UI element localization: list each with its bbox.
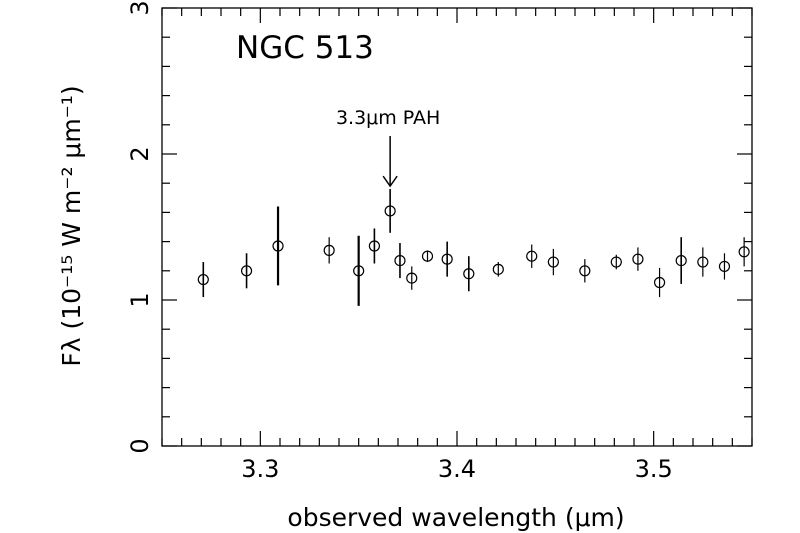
data-point — [353, 265, 365, 277]
annotation-arrow-head — [382, 175, 398, 188]
data-point — [463, 268, 475, 280]
data-point — [492, 263, 504, 275]
chart-title: NGC 513 — [236, 30, 374, 66]
data-point — [240, 265, 253, 277]
data-point — [675, 254, 687, 267]
data-point — [718, 260, 731, 273]
data-point — [738, 246, 750, 258]
tick-labels: 3.3 3.4 3.5 0 1 2 3 — [126, 0, 673, 483]
x-tick-label: 3.4 — [438, 455, 476, 483]
axis-ticks — [161, 7, 753, 447]
data-points — [197, 189, 750, 306]
x-tick-label: 3.5 — [635, 455, 673, 483]
plot-frame — [161, 7, 753, 447]
data-point — [653, 276, 666, 289]
y-tick-label: 3 — [126, 0, 154, 15]
data-point — [421, 250, 434, 262]
data-point — [579, 265, 591, 277]
y-tick-label: 0 — [126, 438, 154, 453]
x-axis-label: observed wavelength (μm) — [287, 503, 624, 532]
y-tick-label: 2 — [126, 146, 154, 161]
y-axis-label: Fλ (10⁻¹⁵ W m⁻² μm⁻¹) — [57, 85, 86, 366]
data-point — [697, 256, 709, 268]
data-point — [441, 253, 453, 265]
annotation-label: 3.3μm PAH — [336, 107, 440, 129]
data-point — [394, 254, 406, 267]
y-tick-label: 1 — [126, 292, 154, 307]
data-point — [406, 272, 418, 284]
data-point — [610, 256, 622, 268]
data-point — [547, 256, 559, 268]
data-point — [384, 205, 396, 217]
data-point — [526, 250, 538, 262]
plot-border — [161, 7, 753, 447]
annotation: 3.3μm PAH — [336, 107, 440, 188]
data-point — [323, 244, 335, 256]
data-point — [272, 240, 284, 252]
data-point — [632, 253, 644, 265]
x-tick-label: 3.3 — [241, 455, 279, 483]
data-point — [368, 240, 380, 252]
data-point — [197, 273, 209, 286]
